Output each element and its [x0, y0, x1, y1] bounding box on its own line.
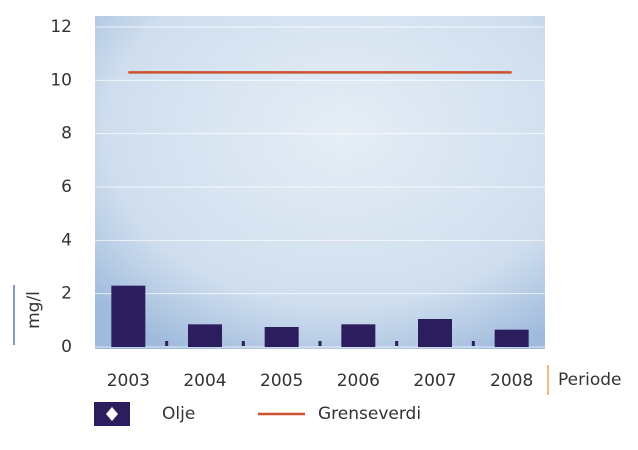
- bar: [418, 319, 452, 347]
- category-separator: [318, 341, 322, 346]
- x-tick-label: 2007: [413, 371, 456, 391]
- bar: [111, 285, 146, 347]
- bar: [264, 327, 299, 347]
- legend-label: Olje: [162, 404, 195, 424]
- legend-icon: [106, 407, 118, 421]
- category-separator: [165, 341, 169, 346]
- category-separator: [395, 341, 399, 346]
- y-axis-label: mg/l: [24, 291, 44, 329]
- x-tick-label: 2003: [107, 371, 150, 391]
- x-tick-label: 2004: [183, 371, 226, 391]
- y-tick-label: 12: [50, 17, 72, 37]
- y-tick-label: 8: [61, 124, 72, 144]
- bar: [188, 324, 222, 347]
- legend-label: Grenseverdi: [318, 404, 421, 424]
- category-separator: [241, 341, 245, 346]
- x-tick-label: 2008: [490, 371, 533, 391]
- bar: [341, 324, 376, 347]
- bar: [494, 329, 529, 347]
- y-tick-label: 10: [50, 70, 72, 90]
- category-separator: [471, 341, 475, 346]
- y-tick-label: 2: [61, 284, 72, 304]
- x-tick-label: 2005: [260, 371, 303, 391]
- y-tick-label: 4: [61, 230, 72, 250]
- y-tick-label: 0: [61, 337, 72, 357]
- y-tick-label: 6: [61, 177, 72, 197]
- x-tick-label: 2006: [337, 371, 380, 391]
- x-axis-label: Periode: [558, 370, 621, 390]
- plot-background: [95, 16, 545, 349]
